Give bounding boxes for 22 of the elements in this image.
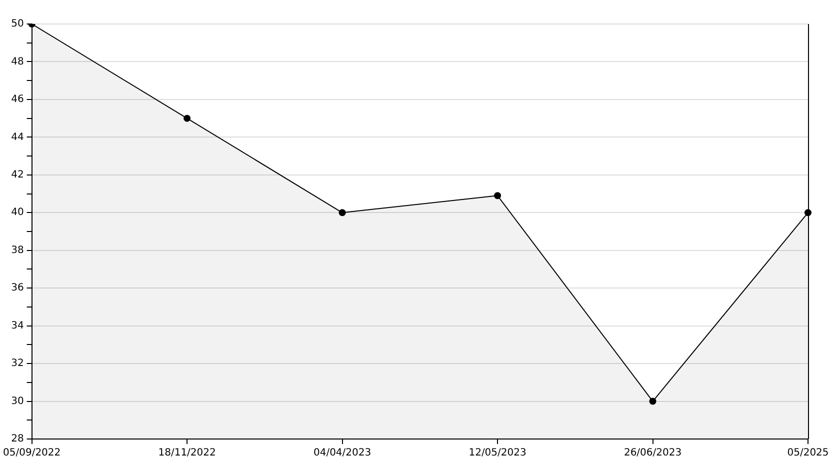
y-tick-label: 48	[11, 56, 24, 68]
y-tick-label: 38	[11, 244, 24, 256]
x-tick-label: 05/09/2022	[3, 448, 61, 459]
y-tick-label: 36	[11, 282, 24, 294]
y-tick-label: 44	[11, 132, 24, 143]
y-tick-label: 40	[11, 207, 24, 218]
x-tick-label: 04/04/2023	[313, 448, 372, 459]
y-tick-label: 32	[11, 358, 24, 370]
point	[184, 114, 191, 122]
x-tick-label: 05/2025	[787, 448, 829, 459]
point	[649, 398, 656, 405]
point	[338, 209, 346, 216]
y-tick-label: 42	[11, 170, 24, 181]
x-tick-label: 26/06/2023	[624, 448, 682, 459]
y-tick-label: 28	[11, 434, 24, 445]
y-tick-label: 30	[11, 396, 24, 407]
x-tick-label: 12/05/2023	[468, 448, 526, 459]
x-tick-label: 18/11/2022	[158, 448, 216, 459]
y-tick-label: 50	[11, 18, 24, 30]
y-tick-label: 34	[11, 320, 24, 332]
point	[494, 192, 502, 200]
y-tick-label: 46	[11, 94, 24, 106]
